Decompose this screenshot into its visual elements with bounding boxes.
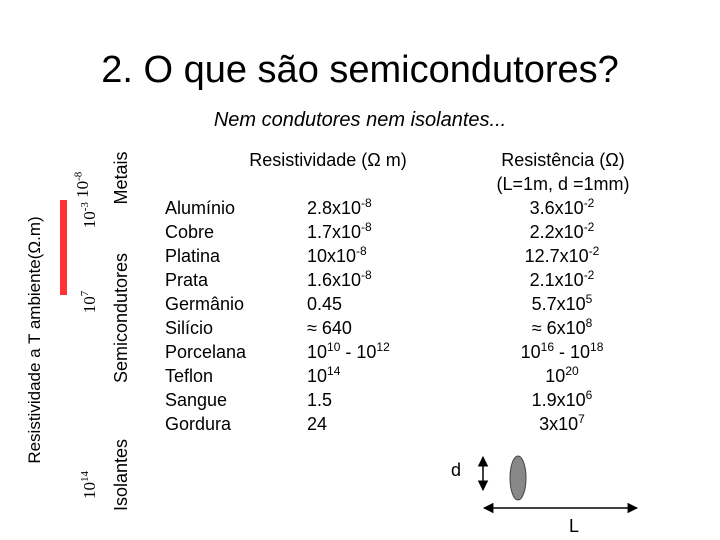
text-part: 1.7x10 (307, 222, 361, 242)
superscript: -2 (584, 268, 595, 282)
text-part: 3x10 (539, 414, 578, 434)
tick-label: 1014 (79, 471, 99, 500)
resistivity: 1.6x10-8 (307, 268, 372, 290)
resistivity: 2.8x10-8 (307, 196, 372, 218)
resistance: 3x107 (539, 412, 585, 434)
region-label: Semicondutores (111, 253, 131, 383)
text-part: 12.7x10 (525, 246, 589, 266)
superscript: 5 (586, 292, 593, 306)
tick-label: 107 (79, 290, 99, 313)
text-part: 10 (73, 181, 92, 198)
superscript: 7 (578, 412, 585, 426)
text-part: 10 (80, 482, 99, 499)
column-header: (L=1m, d =1mm) (496, 174, 629, 194)
text-part: 1.6x10 (307, 270, 361, 290)
text-part: 24 (307, 414, 327, 434)
resistance: 3.6x10-2 (530, 196, 595, 218)
material: Cobre (165, 222, 214, 242)
material: Prata (165, 270, 209, 290)
text-part: 2.8x10 (307, 198, 361, 218)
text-part: 2.2x10 (530, 222, 584, 242)
text-part: - 10 (554, 342, 590, 362)
diagram-label: d (451, 460, 461, 480)
column-header: Resistência (Ω) (501, 150, 625, 170)
material: Porcelana (165, 342, 247, 362)
resistance: 1016 - 1018 (521, 340, 604, 362)
text-part: 10x10 (307, 246, 356, 266)
title: 2. O que são semicondutores? (101, 49, 619, 91)
text-part: 10 (80, 296, 99, 313)
resistivity: ≈ 640 (307, 318, 352, 338)
region-label: Isolantes (111, 439, 131, 511)
diagram-label: L (569, 516, 579, 536)
resistivity: 1014 (307, 364, 341, 386)
superscript: -8 (72, 171, 84, 181)
text-part: 10 (521, 342, 541, 362)
superscript: 18 (590, 340, 604, 354)
superscript: 14 (327, 364, 341, 378)
column-header: Resistividade (Ω m) (249, 150, 407, 170)
region-label: Metais (111, 151, 131, 204)
resistance: 1020 (545, 364, 579, 386)
axis-label: Resistividade a T ambiente(Ω.m) (25, 216, 44, 463)
superscript: 8 (586, 316, 593, 330)
superscript: -2 (589, 244, 600, 258)
resistivity: 1.5 (307, 390, 332, 410)
superscript: 10 (327, 340, 341, 354)
resistivity: 24 (307, 414, 327, 434)
text-part: 10 (307, 366, 327, 386)
superscript: 6 (586, 388, 593, 402)
resistance: 5.7x105 (532, 292, 593, 314)
superscript: -8 (361, 268, 372, 282)
text-part: - 10 (340, 342, 376, 362)
superscript: -8 (356, 244, 367, 258)
superscript: -2 (584, 196, 595, 210)
superscript: 16 (541, 340, 555, 354)
resistance: ≈ 6x108 (532, 316, 593, 338)
resistivity: 1.7x10-8 (307, 220, 372, 242)
material: Alumínio (165, 198, 235, 218)
semiconductor-range (60, 200, 67, 295)
text-part: 2.1x10 (530, 270, 584, 290)
material: Sangue (165, 390, 227, 410)
subtitle: Nem condutores nem isolantes... (214, 109, 506, 131)
text-part: 0.45 (307, 294, 342, 314)
text-part: 1.5 (307, 390, 332, 410)
superscript: -3 (79, 202, 91, 212)
material: Platina (165, 246, 221, 266)
superscript: -8 (361, 220, 372, 234)
resistance: 12.7x10-2 (525, 244, 600, 266)
material: Gordura (165, 414, 232, 434)
resistance: 2.2x10-2 (530, 220, 595, 242)
text-part: 3.6x10 (530, 198, 584, 218)
superscript: -2 (584, 220, 595, 234)
text-part: 10 (80, 211, 99, 228)
text-part: 5.7x10 (532, 294, 586, 314)
resistance: 2.1x10-2 (530, 268, 595, 290)
resistivity: 10x10-8 (307, 244, 367, 266)
material: Germânio (165, 294, 244, 314)
text-part: 1.9x10 (532, 390, 586, 410)
superscript: 7 (79, 290, 91, 296)
text-part: 10 (307, 342, 327, 362)
resistance: 1.9x106 (532, 388, 593, 410)
wire-diagram: d L (451, 455, 639, 536)
tick-label: 10-3 10-8 (72, 171, 99, 228)
resistivity: 0.45 (307, 294, 342, 314)
material: Silício (165, 318, 213, 338)
resistivity: 1010 - 1012 (307, 340, 390, 362)
text-part: 10 (545, 366, 565, 386)
superscript: 20 (565, 364, 579, 378)
text-part: ≈ 640 (307, 318, 352, 338)
material: Teflon (165, 366, 213, 386)
superscript: -8 (361, 196, 372, 210)
superscript: 12 (376, 340, 390, 354)
text-part: ≈ 6x10 (532, 318, 586, 338)
superscript: 14 (79, 471, 91, 483)
